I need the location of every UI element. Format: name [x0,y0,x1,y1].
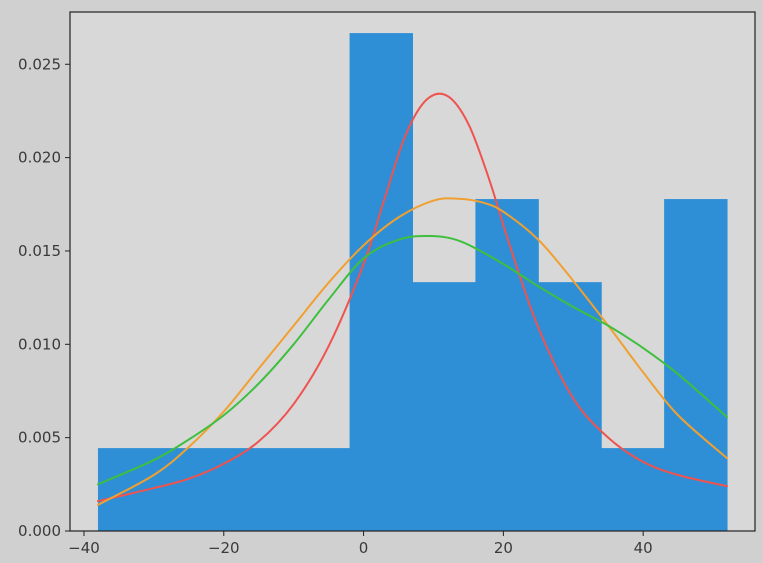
x-tick-label: 40 [634,539,653,557]
histogram-bar [601,448,665,531]
y-tick-label: 0.000 [18,522,61,540]
x-tick-label: 20 [494,539,513,557]
density-curve-red [96,92,729,503]
histogram-bar [664,199,728,531]
histogram-bar [223,448,288,531]
x-tick-label: −40 [68,539,100,557]
x-tick-label: −20 [208,539,240,557]
histogram-bar [349,33,413,531]
density-curve-green [96,234,729,486]
histogram-bar [412,282,476,531]
y-tick-label: 0.010 [18,335,61,353]
y-tick-label: 0.020 [18,149,61,167]
y-tick-label: 0.015 [18,242,61,260]
histogram-bar [286,448,351,531]
y-axis: 0.000 0.005 0.010 0.015 0.020 0.025 [18,55,70,540]
x-tick-label: 0 [359,539,369,557]
y-tick-label: 0.025 [18,55,61,73]
y-tick-label: 0.005 [18,429,61,447]
histogram-bar [475,199,539,531]
histogram-bar [160,448,225,531]
x-axis: −40 −20 0 20 40 [68,531,653,557]
histogram-bar [538,282,602,531]
plot-frame [69,11,756,532]
density-curves [96,92,729,506]
